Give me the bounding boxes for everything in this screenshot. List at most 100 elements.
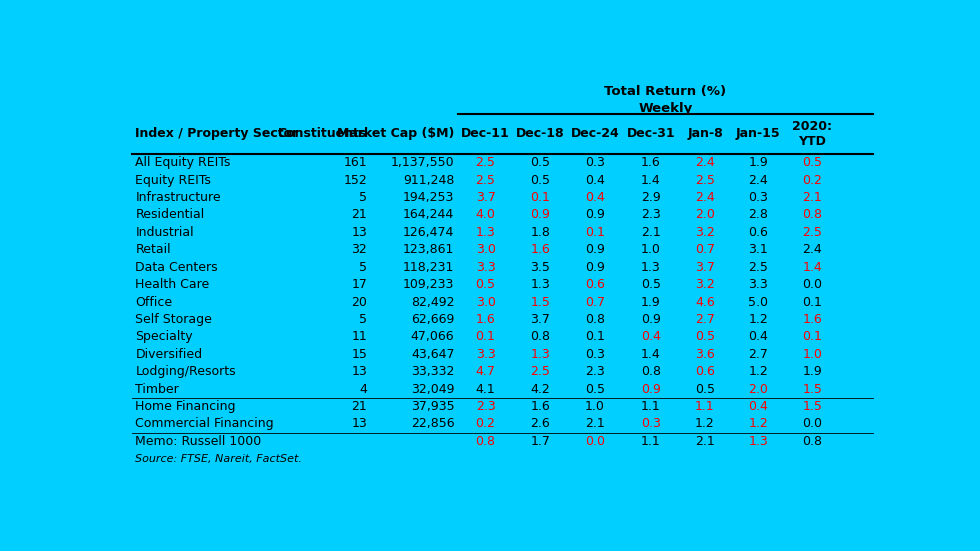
Text: 0.6: 0.6: [749, 226, 768, 239]
Text: 2.7: 2.7: [749, 348, 768, 361]
Text: Home Financing: Home Financing: [135, 400, 236, 413]
Text: 126,474: 126,474: [403, 226, 455, 239]
Text: 0.8: 0.8: [802, 435, 822, 448]
Text: 161: 161: [343, 156, 368, 169]
Text: 0.3: 0.3: [585, 348, 605, 361]
Text: 1.3: 1.3: [475, 226, 496, 239]
Text: 0.4: 0.4: [585, 174, 605, 187]
Text: 0.1: 0.1: [530, 191, 550, 204]
Text: Retail: Retail: [135, 243, 172, 256]
Text: 1.4: 1.4: [641, 174, 661, 187]
Text: Residential: Residential: [135, 208, 205, 222]
Text: 82,492: 82,492: [411, 295, 455, 309]
Text: Equity REITs: Equity REITs: [135, 174, 212, 187]
Text: 2.4: 2.4: [695, 156, 715, 169]
Text: 3.0: 3.0: [475, 243, 496, 256]
Text: 4.2: 4.2: [530, 382, 550, 396]
Text: 3.2: 3.2: [695, 226, 715, 239]
Text: 5: 5: [359, 191, 368, 204]
Text: 2.5: 2.5: [475, 156, 496, 169]
Text: 5.0: 5.0: [748, 295, 768, 309]
Text: 3.2: 3.2: [695, 278, 715, 291]
Text: 2.4: 2.4: [749, 174, 768, 187]
Text: 2.9: 2.9: [641, 191, 661, 204]
Text: 2.0: 2.0: [749, 382, 768, 396]
Text: 2.5: 2.5: [749, 261, 768, 274]
Text: All Equity REITs: All Equity REITs: [135, 156, 230, 169]
Text: 20: 20: [351, 295, 368, 309]
Text: 3.7: 3.7: [475, 191, 496, 204]
Text: 1.8: 1.8: [530, 226, 550, 239]
Text: 2.5: 2.5: [530, 365, 550, 378]
Text: 2.1: 2.1: [641, 226, 661, 239]
Text: 0.5: 0.5: [475, 278, 496, 291]
Text: Timber: Timber: [135, 382, 179, 396]
Text: Dec-31: Dec-31: [626, 127, 675, 141]
Text: 32: 32: [351, 243, 368, 256]
Text: 194,253: 194,253: [403, 191, 455, 204]
Text: 0.3: 0.3: [641, 418, 661, 430]
Text: 3.3: 3.3: [475, 348, 496, 361]
Text: Dec-18: Dec-18: [515, 127, 564, 141]
Text: 0.5: 0.5: [585, 382, 605, 396]
Text: 1.6: 1.6: [641, 156, 661, 169]
Text: 3.3: 3.3: [475, 261, 496, 274]
Text: 0.5: 0.5: [530, 174, 550, 187]
Text: 3.5: 3.5: [530, 261, 550, 274]
Text: 1.3: 1.3: [749, 435, 768, 448]
Text: 911,248: 911,248: [403, 174, 455, 187]
Text: 0.6: 0.6: [695, 365, 715, 378]
Text: Market Cap ($M): Market Cap ($M): [337, 127, 455, 141]
Text: 0.1: 0.1: [585, 226, 605, 239]
Text: 0.4: 0.4: [585, 191, 605, 204]
Text: 0.5: 0.5: [641, 278, 661, 291]
Text: 4.7: 4.7: [475, 365, 496, 378]
Text: 0.4: 0.4: [749, 331, 768, 343]
Text: YTD: YTD: [798, 135, 826, 148]
Text: 4.0: 4.0: [475, 208, 496, 222]
Text: 0.1: 0.1: [803, 295, 822, 309]
Text: 1.0: 1.0: [585, 400, 605, 413]
Text: 1.7: 1.7: [530, 435, 550, 448]
Text: 0.4: 0.4: [641, 331, 661, 343]
Text: 0.9: 0.9: [641, 313, 661, 326]
Text: 0.0: 0.0: [802, 418, 822, 430]
Text: 2.1: 2.1: [585, 418, 605, 430]
Text: 0.0: 0.0: [802, 278, 822, 291]
Text: Index / Property Sector: Index / Property Sector: [135, 127, 299, 141]
Text: 118,231: 118,231: [403, 261, 455, 274]
Text: Self Storage: Self Storage: [135, 313, 213, 326]
Text: Health Care: Health Care: [135, 278, 210, 291]
Text: 2.8: 2.8: [749, 208, 768, 222]
Text: 2.0: 2.0: [695, 208, 715, 222]
Text: 43,647: 43,647: [411, 348, 455, 361]
Text: 3.6: 3.6: [695, 348, 715, 361]
Text: Jan-15: Jan-15: [736, 127, 780, 141]
Text: 2.5: 2.5: [803, 226, 822, 239]
Text: 1.0: 1.0: [641, 243, 661, 256]
Text: Data Centers: Data Centers: [135, 261, 218, 274]
Text: Source: FTSE, Nareit, FactSet.: Source: FTSE, Nareit, FactSet.: [135, 455, 302, 464]
Text: 2.5: 2.5: [475, 174, 496, 187]
Text: 1.3: 1.3: [530, 278, 550, 291]
Text: 21: 21: [351, 208, 368, 222]
Text: 0.1: 0.1: [585, 331, 605, 343]
Text: 4.6: 4.6: [695, 295, 715, 309]
Text: Memo: Russell 1000: Memo: Russell 1000: [135, 435, 262, 448]
Text: 32,049: 32,049: [411, 382, 455, 396]
Text: Industrial: Industrial: [135, 226, 194, 239]
Text: 1.1: 1.1: [695, 400, 715, 413]
Text: 0.9: 0.9: [530, 208, 550, 222]
Text: Lodging/Resorts: Lodging/Resorts: [135, 365, 236, 378]
Text: 47,066: 47,066: [411, 331, 455, 343]
Text: 0.8: 0.8: [475, 435, 496, 448]
Text: Infrastructure: Infrastructure: [135, 191, 221, 204]
Text: 5: 5: [359, 313, 368, 326]
Text: 109,233: 109,233: [403, 278, 455, 291]
Text: 0.8: 0.8: [530, 331, 550, 343]
Text: 1.5: 1.5: [803, 382, 822, 396]
Text: 3.3: 3.3: [749, 278, 768, 291]
Text: Diversified: Diversified: [135, 348, 203, 361]
Text: Constituents: Constituents: [277, 127, 368, 141]
Text: Jan-8: Jan-8: [687, 127, 723, 141]
